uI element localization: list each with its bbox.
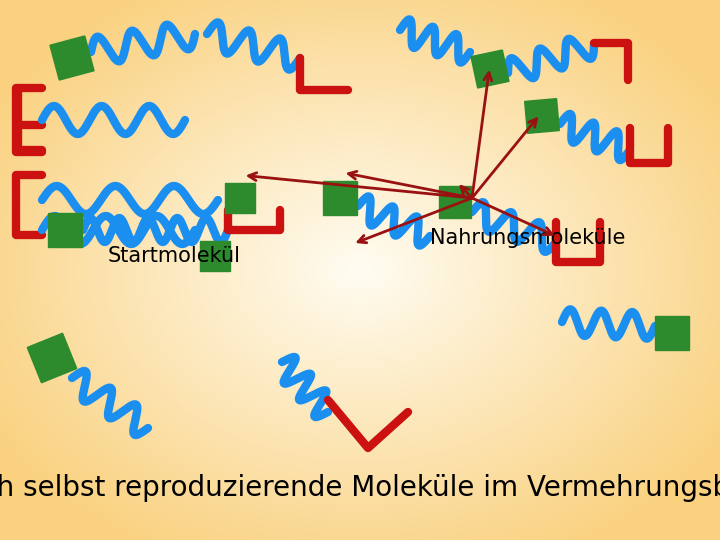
Text: Startmolekül: Startmolekül [108,246,241,266]
Text: Nahrungsmoleküle: Nahrungsmoleküle [430,228,626,248]
Text: Sich selbst reproduzierende Moleküle im Vermehrungsbad: Sich selbst reproduzierende Moleküle im … [0,474,720,502]
Polygon shape [50,36,94,80]
Polygon shape [48,213,82,247]
Polygon shape [439,186,471,218]
Polygon shape [27,333,77,383]
Polygon shape [323,181,357,215]
Polygon shape [655,316,689,350]
Polygon shape [200,241,230,271]
Polygon shape [225,183,255,213]
Polygon shape [525,99,559,133]
Polygon shape [471,50,509,88]
